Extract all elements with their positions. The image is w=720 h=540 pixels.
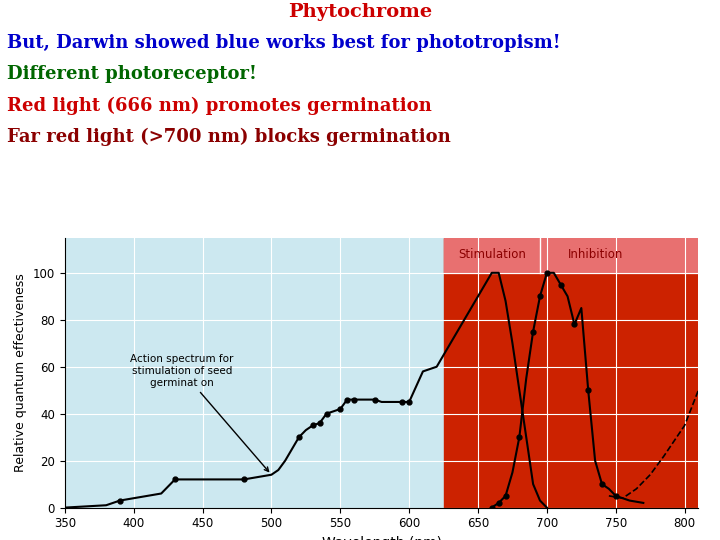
Text: Far red light (>700 nm) blocks germination: Far red light (>700 nm) blocks germinati… bbox=[7, 128, 451, 146]
Text: But, Darwin showed blue works best for phototropism!: But, Darwin showed blue works best for p… bbox=[7, 34, 561, 52]
Y-axis label: Relative quantum effectiveness: Relative quantum effectiveness bbox=[14, 273, 27, 472]
Text: Action spectrum for
stimulation of seed
germinat on: Action spectrum for stimulation of seed … bbox=[130, 354, 269, 471]
Text: Red light (666 nm) promotes germination: Red light (666 nm) promotes germination bbox=[7, 97, 432, 115]
Bar bbox=[65, 238, 444, 508]
Bar bbox=[444, 238, 698, 508]
Text: Stimulation: Stimulation bbox=[458, 247, 526, 260]
X-axis label: Wavelength (nm): Wavelength (nm) bbox=[322, 536, 441, 540]
Text: Different photoreceptor!: Different photoreceptor! bbox=[7, 65, 257, 83]
Text: Phytochrome: Phytochrome bbox=[288, 3, 432, 21]
Text: Inhibition: Inhibition bbox=[567, 247, 623, 260]
Bar bbox=[444, 238, 698, 273]
